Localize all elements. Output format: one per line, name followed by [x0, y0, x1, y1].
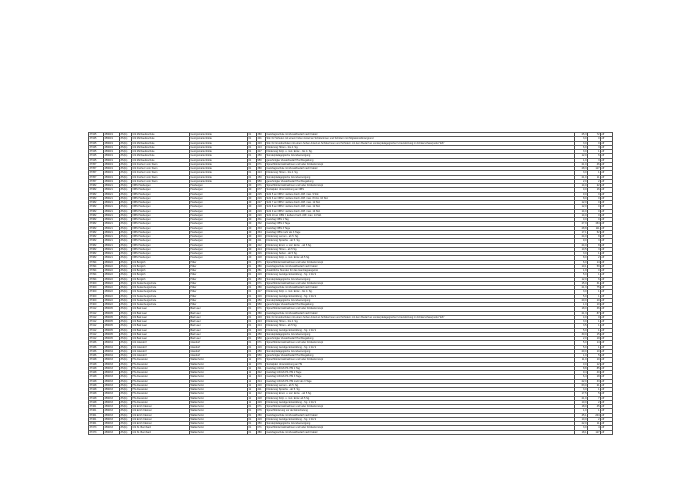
table-row: 37473 459033 ZS(G) GS St. Bernhard Wallenhor… [88, 429, 613, 435]
cell-office-code: 459033 [103, 429, 120, 435]
cell-type: ZS(G) [119, 429, 132, 435]
cell-school-id: 37473 [88, 429, 104, 435]
cell-measure-code: 380 [256, 429, 266, 435]
cell-school-form: 01 [247, 429, 257, 435]
cell-status: off [600, 429, 613, 435]
cell-count: 117 [587, 429, 601, 435]
cell-hours: 18,1 [574, 429, 588, 435]
table-body: 37345 459019 ZS(G) GS Michaelisschule Georgs… [88, 131, 613, 435]
table-row: 37400 459022 ZS(G) GS Sudenbergschule Hilter… [88, 297, 613, 304]
cell-measure-description: Ganztagsschule mit Zusatzbedarf nach Fak… [265, 429, 575, 435]
data-table: 37345 459019 ZS(G) GS Michaelisschule Georgs… [88, 131, 613, 435]
table-row: 37400 459022 ZS(G) GS Sudenbergschule Hilter… [88, 284, 613, 291]
table-row: 37400 459022 ZS(G) GS Sudenbergschule Hilter… [88, 280, 613, 287]
cell-school-name: GS St. Bernhard [131, 429, 190, 435]
cell-town: Wallenhorst [189, 429, 248, 435]
table-row: 37461 459033 ZS(G) GS Erich Kästner Wallenho… [88, 403, 613, 410]
